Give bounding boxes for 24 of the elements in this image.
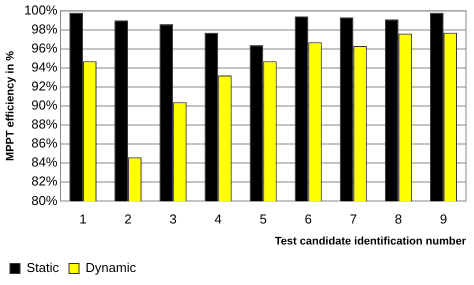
legend-label: Static <box>26 260 60 276</box>
y-tick-label: 82% <box>31 174 58 189</box>
y-tick-label: 84% <box>31 154 58 170</box>
y-tick-label: 96% <box>31 40 58 56</box>
x-tick-label: 9 <box>440 212 448 227</box>
x-tick-label: 6 <box>304 212 312 227</box>
x-tick-label: 1 <box>79 212 87 227</box>
y-axis-title: MPPT efficiency in % <box>4 50 17 162</box>
y-tick-label: 88% <box>31 116 58 132</box>
x-tick-label: 3 <box>169 212 177 227</box>
y-tick-label: 86% <box>31 136 58 151</box>
x-tick-label: 4 <box>214 212 222 227</box>
y-tick-label: 80% <box>31 192 58 208</box>
y-tick-label: 92% <box>31 78 58 94</box>
y-tick-label: 94% <box>31 60 58 74</box>
y-tick-label: 90% <box>31 98 58 113</box>
x-tick-label: 7 <box>350 212 357 227</box>
x-tick-label: 8 <box>394 212 402 227</box>
x-tick-label: 5 <box>260 212 267 227</box>
legend-label: Dynamic <box>86 260 137 276</box>
y-tick-label: 100% <box>24 2 58 18</box>
x-axis-title: Test candidate identification number <box>274 235 467 248</box>
y-tick-label: 98% <box>31 21 58 36</box>
x-tick-label: 2 <box>124 212 132 227</box>
